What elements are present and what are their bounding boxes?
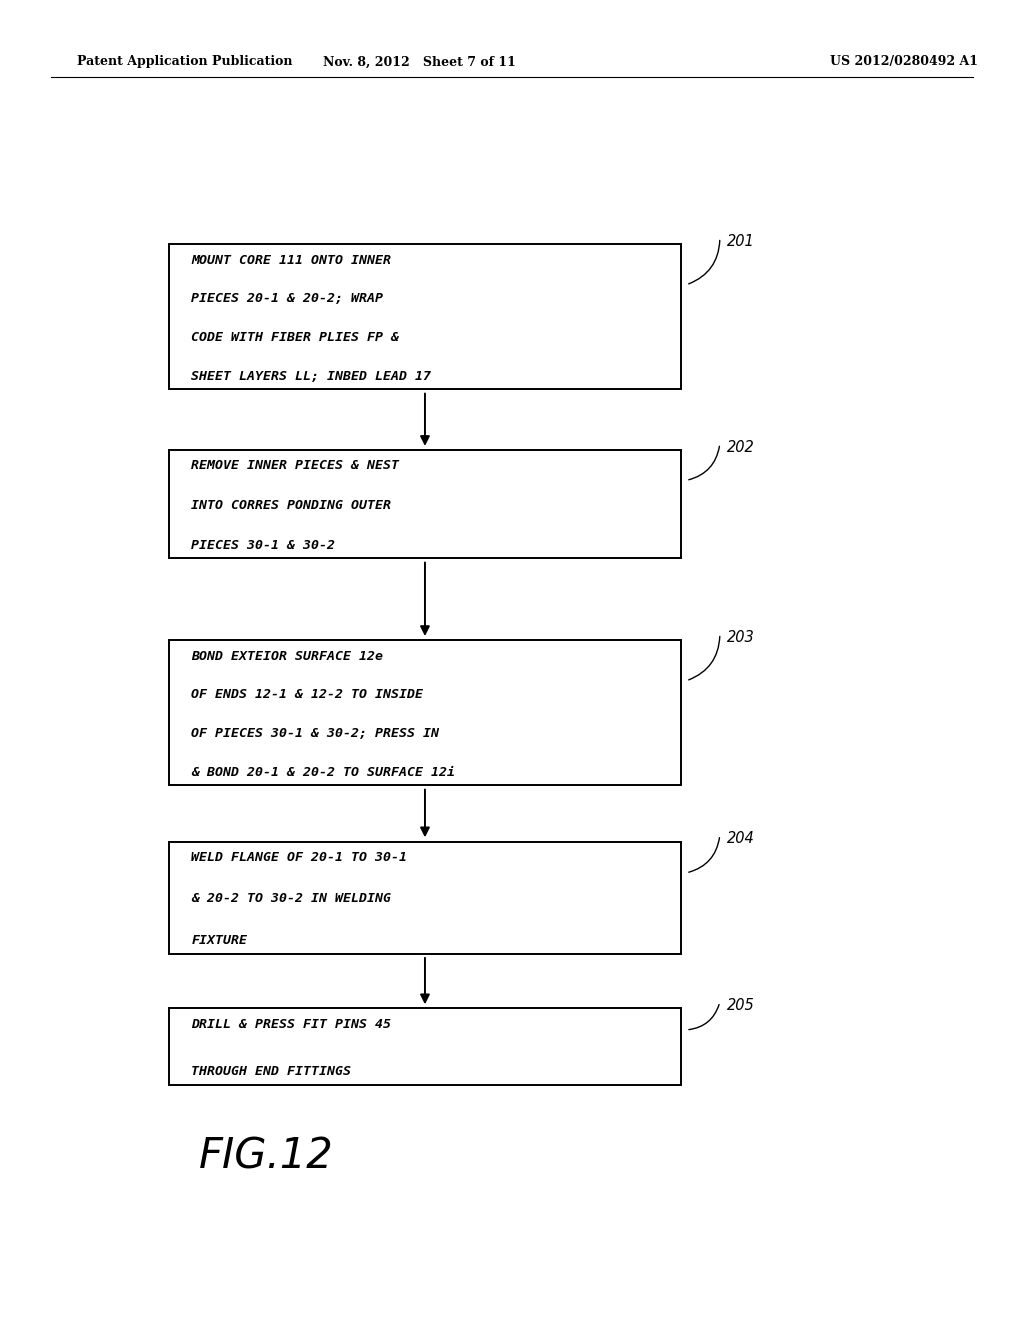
- Text: 204: 204: [727, 832, 755, 846]
- Bar: [169, 640, 681, 785]
- Text: PIECES 20-1 & 20-2; WRAP: PIECES 20-1 & 20-2; WRAP: [191, 292, 383, 305]
- Text: 203: 203: [727, 630, 755, 644]
- Bar: [169, 244, 681, 389]
- Text: WELD FLANGE OF 20-1 TO 30-1: WELD FLANGE OF 20-1 TO 30-1: [191, 851, 408, 863]
- Text: INTO CORRES PONDING OUTER: INTO CORRES PONDING OUTER: [191, 499, 391, 512]
- Text: REMOVE INNER PIECES & NEST: REMOVE INNER PIECES & NEST: [191, 459, 399, 473]
- Text: OF PIECES 30-1 & 30-2; PRESS IN: OF PIECES 30-1 & 30-2; PRESS IN: [191, 727, 439, 741]
- Bar: [169, 842, 681, 953]
- Text: PIECES 30-1 & 30-2: PIECES 30-1 & 30-2: [191, 539, 336, 552]
- Text: DRILL & PRESS FIT PINS 45: DRILL & PRESS FIT PINS 45: [191, 1018, 391, 1031]
- Text: OF ENDS 12-1 & 12-2 TO INSIDE: OF ENDS 12-1 & 12-2 TO INSIDE: [191, 688, 424, 701]
- Text: 202: 202: [727, 440, 755, 454]
- Text: Nov. 8, 2012   Sheet 7 of 11: Nov. 8, 2012 Sheet 7 of 11: [324, 55, 516, 69]
- Bar: [169, 450, 681, 558]
- Text: Patent Application Publication: Patent Application Publication: [77, 55, 292, 69]
- Text: BOND EXTEIOR SURFACE 12e: BOND EXTEIOR SURFACE 12e: [191, 649, 383, 663]
- Text: MOUNT CORE 111 ONTO INNER: MOUNT CORE 111 ONTO INNER: [191, 253, 391, 267]
- Text: FIG.12: FIG.12: [199, 1135, 334, 1177]
- Text: 205: 205: [727, 998, 755, 1012]
- Text: FIXTURE: FIXTURE: [191, 935, 248, 946]
- Text: SHEET LAYERS LL; INBED LEAD 17: SHEET LAYERS LL; INBED LEAD 17: [191, 370, 431, 383]
- Text: & BOND 20-1 & 20-2 TO SURFACE 12i: & BOND 20-1 & 20-2 TO SURFACE 12i: [191, 766, 456, 779]
- Text: CODE WITH FIBER PLIES FP &: CODE WITH FIBER PLIES FP &: [191, 331, 399, 345]
- Text: 201: 201: [727, 234, 755, 248]
- Bar: [169, 1008, 681, 1085]
- Text: & 20-2 TO 30-2 IN WELDING: & 20-2 TO 30-2 IN WELDING: [191, 892, 391, 906]
- Text: THROUGH END FITTINGS: THROUGH END FITTINGS: [191, 1065, 351, 1078]
- Text: US 2012/0280492 A1: US 2012/0280492 A1: [829, 55, 978, 69]
